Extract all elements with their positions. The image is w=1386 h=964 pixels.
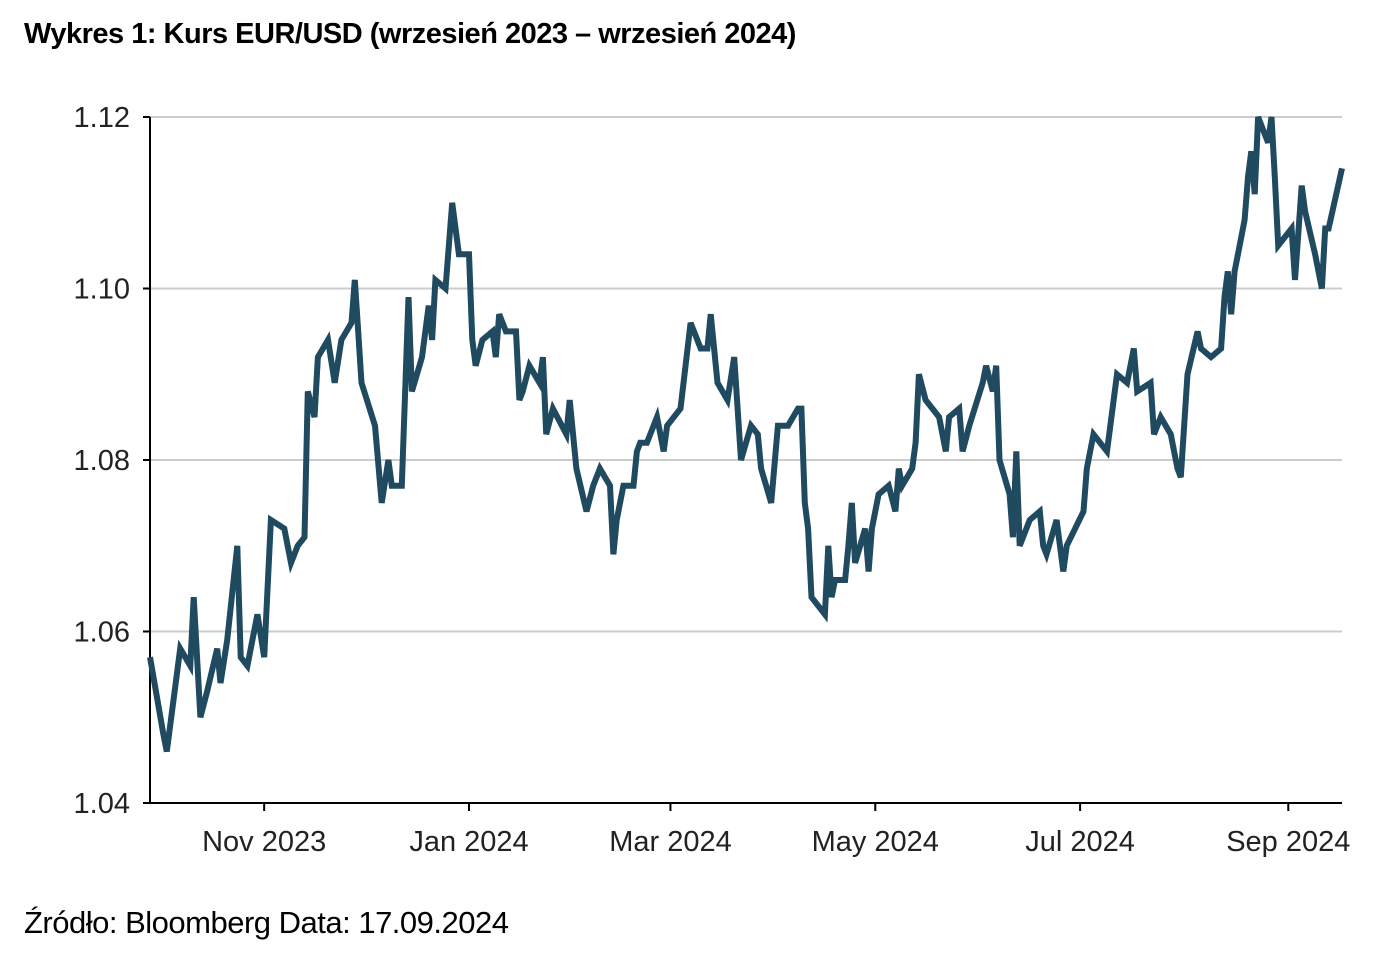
y-tick-label: 1.10 xyxy=(74,274,130,306)
y-tick-label: 1.06 xyxy=(74,617,130,649)
x-tick-label: Mar 2024 xyxy=(609,826,732,858)
source-note: Źródło: Bloomberg Data: 17.09.2024 xyxy=(24,905,509,940)
x-tick-label: Jan 2024 xyxy=(409,826,528,858)
x-tick-label: May 2024 xyxy=(812,826,939,858)
eur-usd-series-line xyxy=(147,115,1345,753)
y-tick-label: 1.04 xyxy=(74,788,130,820)
x-tick-label: Jul 2024 xyxy=(1025,826,1135,858)
y-tick-label: 1.12 xyxy=(74,102,130,134)
y-tick-label: 1.08 xyxy=(74,445,130,477)
x-tick-label: Nov 2023 xyxy=(202,826,326,858)
x-tick-label: Sep 2024 xyxy=(1226,826,1350,858)
chart-title: Wykres 1: Kurs EUR/USD (wrzesień 2023 – … xyxy=(24,18,796,50)
